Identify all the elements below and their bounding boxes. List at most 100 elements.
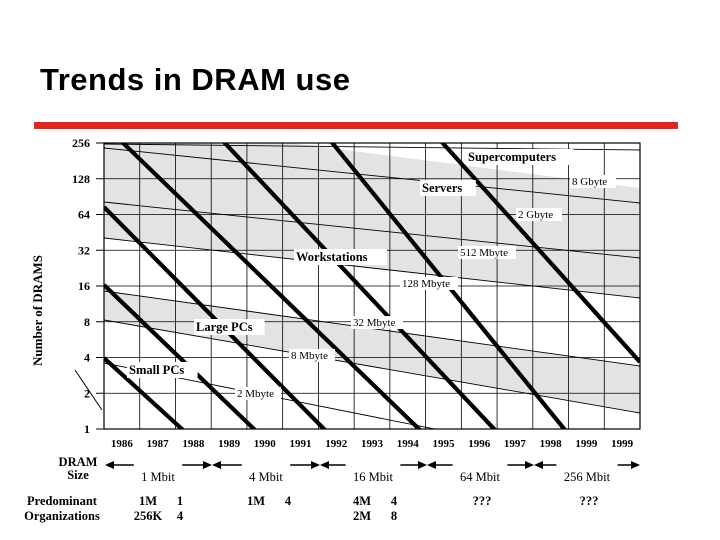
arrow-left-icon (534, 461, 543, 469)
memory-line-label: 32 Mbyte (353, 317, 396, 329)
memory-line-labels: 2 Mbyte 8 Mbyte 32 Mbyte 128 Mbyte 512 Mbyte… (235, 175, 616, 400)
segment-label: Large PCs (196, 320, 253, 334)
slide-title: Trends in DRAM use (40, 62, 351, 97)
arrow-left-icon (212, 461, 221, 469)
dram-generation-label: 256 Mbit (564, 470, 611, 484)
x-tick-label: 1986 (111, 438, 134, 450)
x-tick-label: 1992 (325, 438, 348, 450)
segment-label: Servers (422, 181, 462, 195)
org-value: 8 (391, 509, 397, 523)
organizations-label-line2: Organizations (24, 509, 100, 523)
x-tick-label: 1999 (611, 438, 634, 450)
x-tick-label: 1987 (147, 438, 170, 450)
segment-label: Small PCs (129, 363, 184, 377)
org-value: 4M (353, 494, 371, 508)
memory-size-line (104, 356, 185, 429)
y-tick-label: 16 (78, 279, 90, 293)
x-tick-label: 1990 (254, 438, 277, 450)
arrow-right-icon (311, 461, 320, 469)
x-tick-label: 1998 (540, 438, 563, 450)
y-axis: 1 2 4 8 16 32 64 128 256 (72, 136, 104, 436)
y-axis-label: Number of DRAMS (30, 255, 45, 366)
segment-boundary-line (104, 237, 640, 299)
y-tick-label: 256 (72, 136, 90, 150)
x-tick-label: 1988 (182, 438, 205, 450)
memory-line-label: 8 Mbyte (291, 350, 328, 362)
org-value: 1 (177, 494, 183, 508)
arrow-right-icon (418, 461, 427, 469)
segment-band (104, 291, 640, 413)
segment-label-bg (294, 249, 387, 265)
x-tick-label: 1995 (432, 438, 455, 450)
x-tick-label: 1991 (290, 438, 312, 450)
memory-line-label: 128 Mbyte (402, 278, 450, 290)
x-tick-label: 1994 (397, 438, 420, 450)
y-tick-label: 4 (84, 351, 90, 365)
y-tick-label: 128 (72, 172, 90, 186)
y-tick-label: 64 (78, 208, 90, 222)
arrow-right-icon (631, 461, 640, 469)
org-value: ??? (473, 494, 492, 508)
segment-label: Supercomputers (468, 150, 556, 164)
memory-label-bg (235, 387, 281, 400)
x-tick-label: 1999 (575, 438, 598, 450)
arrow-left-icon (320, 461, 329, 469)
segment-label-bg (194, 319, 265, 335)
org-value: 2M (353, 509, 371, 523)
memory-size-line (104, 205, 327, 429)
segment-label-bg (466, 149, 574, 165)
memory-size-line (120, 143, 422, 429)
memory-line-label: 2 Mbyte (237, 388, 274, 400)
axis-label-leader (74, 369, 103, 411)
y-tick-label: 2 (84, 386, 90, 400)
dram-generation-label: 64 Mbit (460, 470, 500, 484)
memory-size-line (439, 143, 640, 364)
x-tick-label: 1996 (468, 438, 491, 450)
segment-band (104, 143, 640, 298)
org-value: 1M (139, 494, 157, 508)
arrow-right-icon (203, 461, 212, 469)
arrow-left-icon (105, 461, 114, 469)
memory-line-label: 512 Mbyte (460, 247, 508, 259)
dram-size-label-line2: Size (67, 468, 89, 482)
arrow-right-icon (525, 461, 534, 469)
org-value: 4 (391, 494, 398, 508)
y-tick-label: 1 (84, 422, 90, 436)
memory-label-bg (351, 316, 403, 329)
org-value: 4 (285, 494, 292, 508)
x-tick-label: 1993 (361, 438, 384, 450)
y-tick-label: 32 (78, 243, 90, 257)
title-rule (34, 122, 678, 129)
memory-size-line (104, 283, 257, 429)
segment-boundary-line (104, 362, 437, 429)
segment-boundary-line (104, 319, 640, 414)
dram-generation-label: 16 Mbit (353, 470, 393, 484)
memory-label-bg (570, 175, 616, 188)
memory-label-bg (516, 208, 562, 221)
segment-labels: Supercomputers Servers Workstations Large P… (127, 149, 574, 378)
y-tick-label: 8 (84, 315, 90, 329)
memory-label-bg (458, 246, 516, 259)
org-value: 4 (177, 509, 184, 523)
dram-generation-label: 4 Mbit (249, 470, 283, 484)
x-tick-label: 1989 (218, 438, 241, 450)
org-value: ??? (580, 494, 599, 508)
segment-label-bg (420, 180, 476, 196)
dram-generation-label: 1 Mbit (141, 470, 175, 484)
x-axis: 1986 1987 1988 1989 1990 1991 1992 1993 1994 1995… (111, 438, 634, 450)
memory-line-label: 2 Gbyte (518, 209, 553, 221)
arrow-left-icon (427, 461, 436, 469)
memory-label-bg (400, 277, 458, 290)
org-value: 1M (247, 494, 265, 508)
org-value: 256K (134, 509, 163, 523)
x-tick-label: 1997 (504, 438, 527, 450)
organizations-label-line1: Predominant (27, 494, 98, 508)
segment-label: Workstations (296, 250, 368, 264)
segment-boundary-line (104, 147, 640, 204)
dram-size-label-line1: DRAM (59, 455, 98, 469)
segment-label-bg (127, 362, 198, 378)
memory-size-line (221, 143, 497, 429)
